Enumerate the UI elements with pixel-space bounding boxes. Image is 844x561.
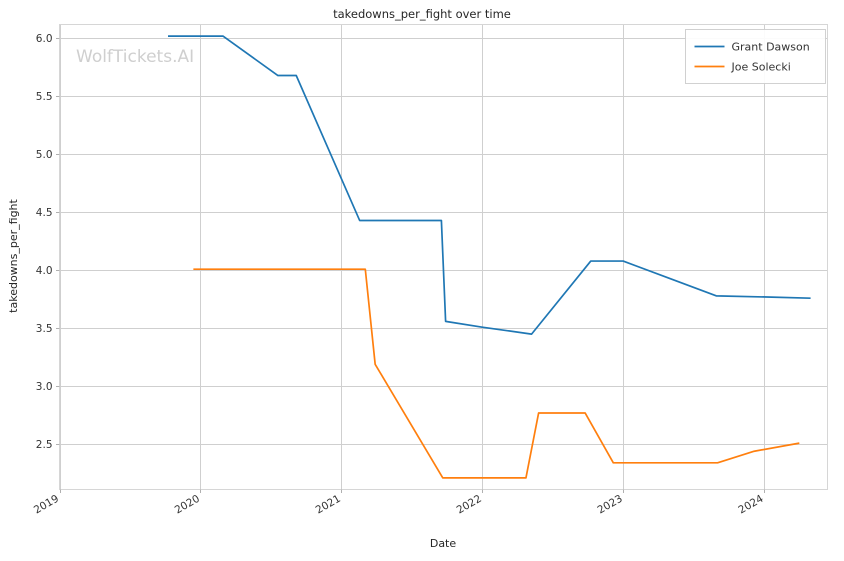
y-tick-label: 6.0 bbox=[36, 33, 53, 45]
y-tick-label: 4.0 bbox=[36, 265, 53, 277]
y-tick-label: 3.0 bbox=[36, 381, 53, 393]
series-line bbox=[168, 35, 811, 335]
chart-legend[interactable]: Grant Dawson Joe Solecki bbox=[685, 29, 826, 84]
legend-entry-label[interactable]: Grant Dawson bbox=[732, 41, 810, 54]
watermark-label: WolfTickets.AI bbox=[76, 47, 194, 67]
data-series bbox=[168, 35, 811, 479]
y-tick-label: 5.0 bbox=[36, 149, 53, 161]
y-tick-label: 3.5 bbox=[36, 323, 53, 335]
legend-entry-label[interactable]: Joe Solecki bbox=[731, 61, 791, 74]
y-tick-label: 5.5 bbox=[36, 91, 53, 103]
y-axis-ticks: 2.5 3.0 3.5 4.0 4.5 5.0 5.5 6.0 bbox=[36, 33, 60, 451]
plot-area-border bbox=[58, 23, 829, 491]
x-axis-title: Date bbox=[430, 537, 457, 550]
y-tick-label: 2.5 bbox=[36, 439, 53, 451]
chart-title: takedowns_per_fight over time bbox=[333, 7, 511, 21]
y-tick-label: 4.5 bbox=[36, 207, 53, 219]
gridlines bbox=[59, 24, 828, 490]
y-axis-title: takedowns_per_fight bbox=[7, 198, 20, 312]
series-line bbox=[193, 268, 800, 479]
legend-background bbox=[685, 29, 826, 84]
